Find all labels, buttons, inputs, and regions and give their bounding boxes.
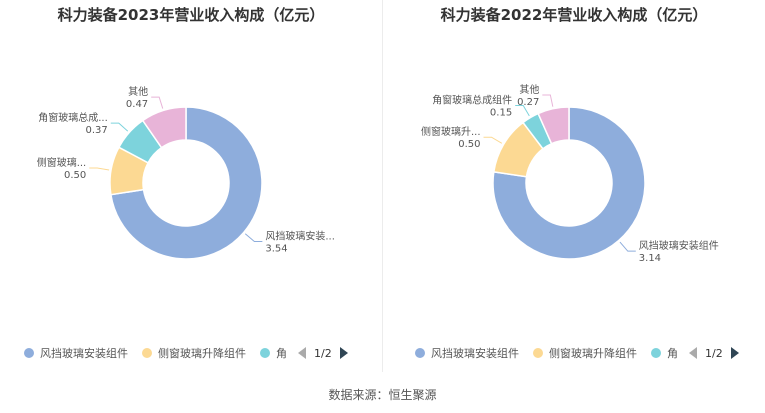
legend-label: 风挡玻璃安装组件 bbox=[431, 347, 519, 360]
legend: 风挡玻璃安装组件 侧窗玻璃升降组件 角 1/2 bbox=[383, 345, 765, 365]
slice-value: 0.27 bbox=[517, 97, 539, 108]
legend-pager: 1/2 bbox=[298, 345, 348, 363]
panel-divider bbox=[382, 0, 383, 372]
donut-chart: 风挡玻璃安装...3.54 侧窗玻璃...0.50 角窗玻璃总成...0.37 其他0… bbox=[37, 85, 335, 260]
slice-value: 0.47 bbox=[126, 99, 148, 110]
leader-line bbox=[483, 136, 503, 144]
legend-pager: 1/2 bbox=[689, 345, 739, 363]
slice-value: 0.37 bbox=[86, 125, 108, 136]
chart-2022: 科力装备2022年营业收入构成（亿元） 风挡玻璃安装组件 3.14 侧窗玻璃升...… bbox=[383, 0, 765, 380]
pager-text: 1/2 bbox=[314, 347, 332, 360]
legend-item[interactable]: 风挡玻璃安装组件 bbox=[24, 345, 128, 363]
pie-slice[interactable] bbox=[141, 106, 187, 149]
leader-line bbox=[89, 167, 110, 171]
legend-item[interactable]: 侧窗玻璃升降组件 bbox=[533, 345, 637, 363]
pie-slice[interactable] bbox=[537, 106, 570, 145]
leader-line bbox=[542, 94, 554, 107]
leader-line bbox=[244, 233, 263, 243]
legend-marker bbox=[415, 348, 425, 358]
pager-text: 1/2 bbox=[705, 347, 723, 360]
slice-label: 角窗玻璃总成组件 bbox=[432, 94, 512, 107]
leader-line bbox=[151, 96, 164, 109]
pager-prev-icon[interactable] bbox=[689, 347, 697, 359]
leader-line bbox=[515, 105, 530, 117]
slice-label: 其他 bbox=[519, 83, 539, 96]
legend-marker bbox=[142, 348, 152, 358]
pie-slice[interactable] bbox=[492, 106, 646, 260]
pager-prev-icon[interactable] bbox=[298, 347, 306, 359]
legend-marker bbox=[651, 348, 661, 358]
legend-item[interactable]: 角 bbox=[651, 345, 678, 363]
slice-value: 0.50 bbox=[64, 170, 86, 181]
legend-marker bbox=[533, 348, 543, 358]
chart-title: 科力装备2022年营业收入构成（亿元） bbox=[440, 6, 708, 24]
pager-next-icon[interactable] bbox=[730, 347, 739, 359]
data-source: 数据来源：恒生聚源 bbox=[328, 388, 437, 402]
slice-value: 3.14 bbox=[639, 253, 661, 264]
slice-value: 0.50 bbox=[458, 139, 480, 150]
chart-2023: 科力装备2023年营业收入构成（亿元） 风挡玻璃安装... 3.54 侧窗玻璃...… bbox=[0, 0, 382, 380]
slice-label: 风挡玻璃安装... bbox=[265, 230, 335, 243]
slice-label: 侧窗玻璃升... bbox=[421, 125, 481, 138]
legend-item[interactable]: 侧窗玻璃升降组件 bbox=[142, 345, 246, 363]
slice-label: 侧窗玻璃... bbox=[37, 156, 87, 169]
pie-slice[interactable] bbox=[110, 106, 263, 260]
legend-label: 风挡玻璃安装组件 bbox=[40, 347, 128, 360]
legend-label: 侧窗玻璃升降组件 bbox=[549, 347, 637, 360]
slice-label: 其他 bbox=[128, 85, 148, 98]
legend-item[interactable]: 角 bbox=[260, 345, 287, 363]
legend-item[interactable]: 风挡玻璃安装组件 bbox=[415, 345, 519, 363]
legend-label: 角 bbox=[276, 347, 287, 360]
legend-marker bbox=[24, 348, 34, 358]
slice-label: 风挡玻璃安装组件 bbox=[639, 239, 719, 252]
legend: 风挡玻璃安装组件 侧窗玻璃升降组件 角 1/2 bbox=[0, 345, 382, 365]
slice-value: 0.15 bbox=[490, 108, 512, 119]
slice-label: 角窗玻璃总成... bbox=[38, 111, 108, 124]
legend-label: 角 bbox=[667, 347, 678, 360]
leader-line bbox=[110, 122, 129, 132]
chart-title: 科力装备2023年营业收入构成（亿元） bbox=[57, 6, 325, 24]
slice-value: 3.54 bbox=[265, 244, 287, 255]
pager-next-icon[interactable] bbox=[339, 347, 348, 359]
legend-marker bbox=[260, 348, 270, 358]
leader-line bbox=[619, 241, 636, 252]
legend-label: 侧窗玻璃升降组件 bbox=[158, 347, 246, 360]
